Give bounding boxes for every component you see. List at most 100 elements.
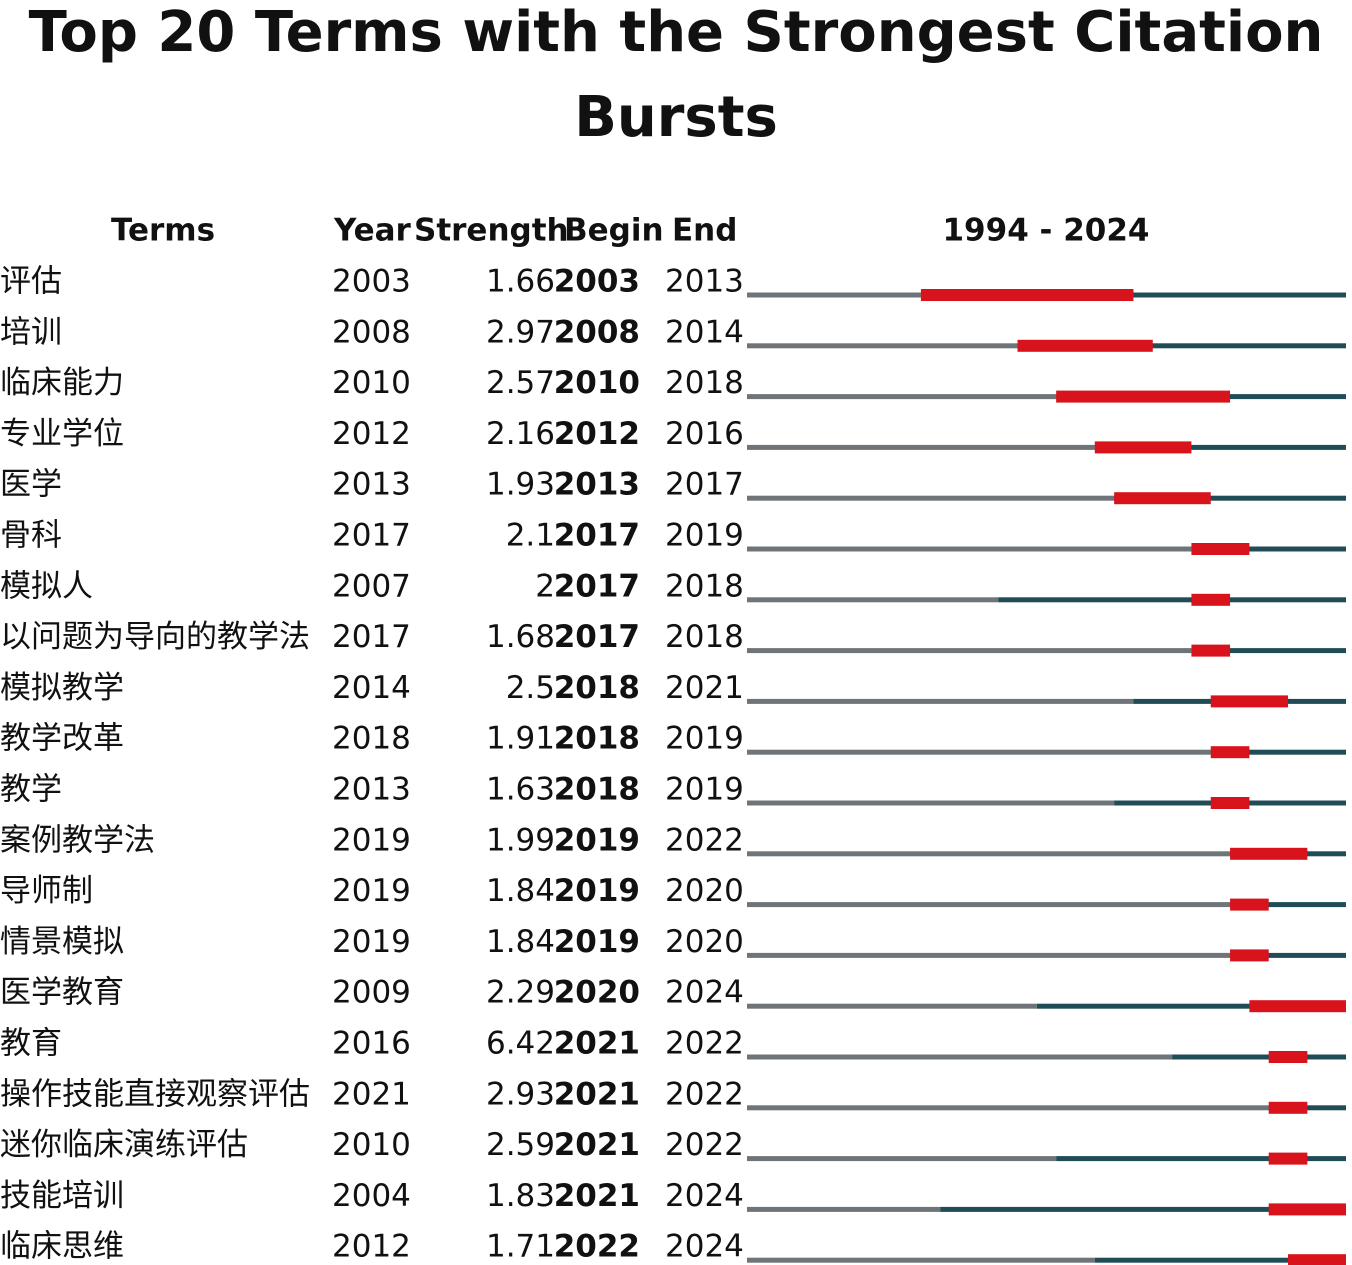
begin: 2003 <box>554 264 640 300</box>
pre-year-segment <box>747 1206 941 1212</box>
active-segment <box>1172 1054 1346 1060</box>
active-segment <box>1191 648 1346 654</box>
strength: 2.1 <box>506 518 555 554</box>
begin: 2018 <box>554 670 640 706</box>
term: 教学改革 <box>0 721 124 757</box>
end: 2022 <box>665 1026 744 1062</box>
end: 2021 <box>665 670 744 706</box>
active-segment <box>1230 902 1346 908</box>
end: 2013 <box>665 264 744 300</box>
term: 医学教育 <box>0 975 124 1011</box>
end: 2024 <box>665 1178 744 1214</box>
year: 2010 <box>332 365 411 401</box>
begin: 2019 <box>554 873 640 909</box>
end: 2022 <box>665 1127 744 1163</box>
year: 2008 <box>332 314 411 350</box>
pre-year-segment <box>747 851 1231 857</box>
pre-year-segment <box>747 1003 1037 1009</box>
pre-year-segment <box>747 648 1192 654</box>
strength: 2.97 <box>486 314 555 350</box>
end: 2020 <box>665 924 744 960</box>
begin: 2018 <box>554 721 640 757</box>
begin: 2013 <box>554 467 640 503</box>
strength: 2.57 <box>486 365 555 401</box>
pre-year-segment <box>747 1054 1173 1060</box>
year: 2014 <box>332 670 411 706</box>
pre-year-segment <box>747 1156 1057 1162</box>
year: 2019 <box>332 822 411 858</box>
end: 2019 <box>665 721 744 757</box>
burst-segment <box>1288 1254 1346 1265</box>
year: 2017 <box>332 518 411 554</box>
term: 以问题为导向的教学法 <box>0 619 310 655</box>
term: 情景模拟 <box>0 924 124 960</box>
strength: 1.84 <box>486 924 555 960</box>
term: 技能培训 <box>0 1178 124 1214</box>
title: Top 20 Terms with the Strongest Citation… <box>29 0 1324 150</box>
end: 2018 <box>665 365 744 401</box>
end: 2022 <box>665 822 744 858</box>
end: 2019 <box>665 772 744 808</box>
pre-year-segment <box>747 698 1134 704</box>
pre-year-segment <box>747 546 1192 552</box>
term: 骨科 <box>0 518 62 554</box>
begin: 2018 <box>554 772 640 808</box>
year: 2012 <box>332 1229 411 1265</box>
term: 医学 <box>0 467 62 503</box>
strength: 1.83 <box>486 1178 555 1214</box>
burst-segment <box>1210 695 1289 708</box>
pre-year-segment <box>747 495 1115 501</box>
burst-segment <box>1210 746 1250 759</box>
pre-year-segment <box>747 800 1115 806</box>
burst-segment <box>1191 543 1250 555</box>
begin: 2021 <box>554 1076 640 1112</box>
end: 2022 <box>665 1076 744 1112</box>
pre-year-segment <box>747 292 921 298</box>
active-segment <box>998 597 1346 603</box>
term: 教育 <box>0 1026 62 1062</box>
begin: 2017 <box>554 619 640 655</box>
header-terms: Terms <box>111 213 215 249</box>
term: 临床能力 <box>0 365 124 401</box>
pre-year-segment <box>747 597 999 603</box>
year: 2021 <box>332 1076 411 1112</box>
burst-segment <box>1056 390 1231 403</box>
burst-segment <box>1017 339 1153 352</box>
strength: 1.66 <box>486 264 555 300</box>
burst-segment <box>1114 492 1211 505</box>
term: 临床思维 <box>0 1229 124 1265</box>
strength: 1.63 <box>486 772 555 808</box>
begin: 2017 <box>554 568 640 604</box>
strength: 2.29 <box>486 975 555 1011</box>
year: 2007 <box>332 568 411 604</box>
strength: 2.93 <box>486 1076 555 1112</box>
header-strength: Strength <box>414 213 569 249</box>
burst-segment <box>1268 1101 1308 1114</box>
end: 2017 <box>665 467 744 503</box>
term: 迷你临床演练评估 <box>0 1127 248 1163</box>
active-segment <box>1114 495 1346 501</box>
pre-year-segment <box>747 902 1231 908</box>
burst-segment <box>1249 1000 1346 1013</box>
pre-year-segment <box>747 1105 1269 1111</box>
burst-segment <box>1230 898 1269 911</box>
end: 2024 <box>665 1229 744 1265</box>
year: 2016 <box>332 1026 411 1062</box>
burst-segment <box>1230 847 1308 860</box>
pre-year-segment <box>747 394 1057 400</box>
strength: 1.68 <box>486 619 555 655</box>
term: 操作技能直接观察评估 <box>0 1076 310 1112</box>
burst-segment <box>1191 593 1231 606</box>
active-segment <box>920 292 1346 298</box>
strength: 1.84 <box>486 873 555 909</box>
active-segment <box>1094 1257 1346 1263</box>
term: 培训 <box>0 314 62 350</box>
year: 2012 <box>332 416 411 452</box>
term: 导师制 <box>0 873 93 909</box>
begin: 2021 <box>554 1026 640 1062</box>
year: 2019 <box>332 873 411 909</box>
strength: 2.5 <box>506 670 555 706</box>
begin: 2019 <box>554 924 640 960</box>
